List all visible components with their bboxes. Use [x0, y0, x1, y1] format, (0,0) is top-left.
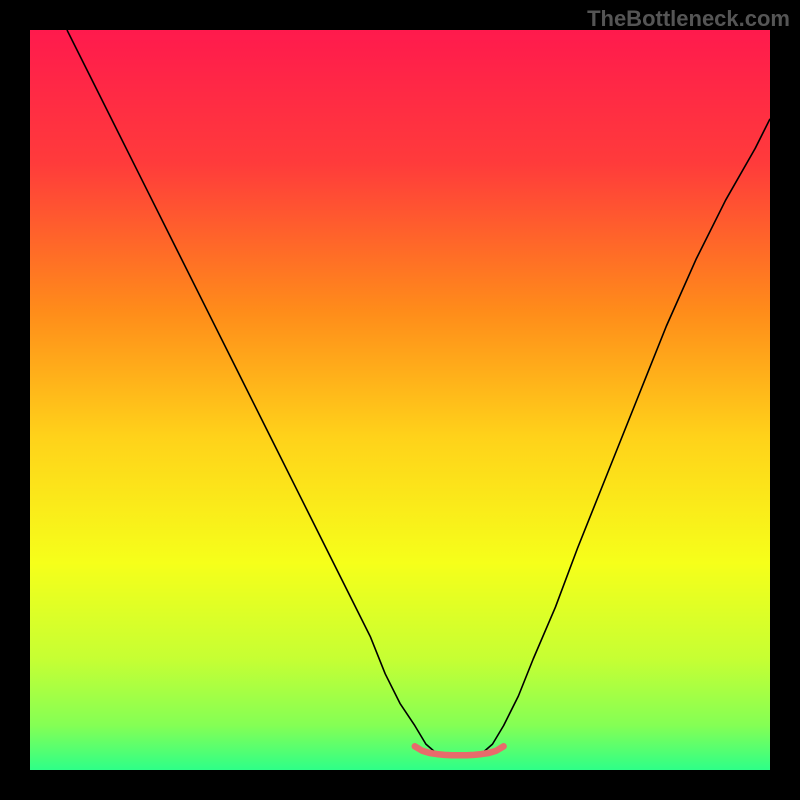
chart-container: TheBottleneck.com — [0, 0, 800, 800]
chart-svg — [30, 30, 770, 770]
plot-area — [30, 30, 770, 770]
watermark-text: TheBottleneck.com — [587, 6, 790, 32]
chart-background — [30, 30, 770, 770]
